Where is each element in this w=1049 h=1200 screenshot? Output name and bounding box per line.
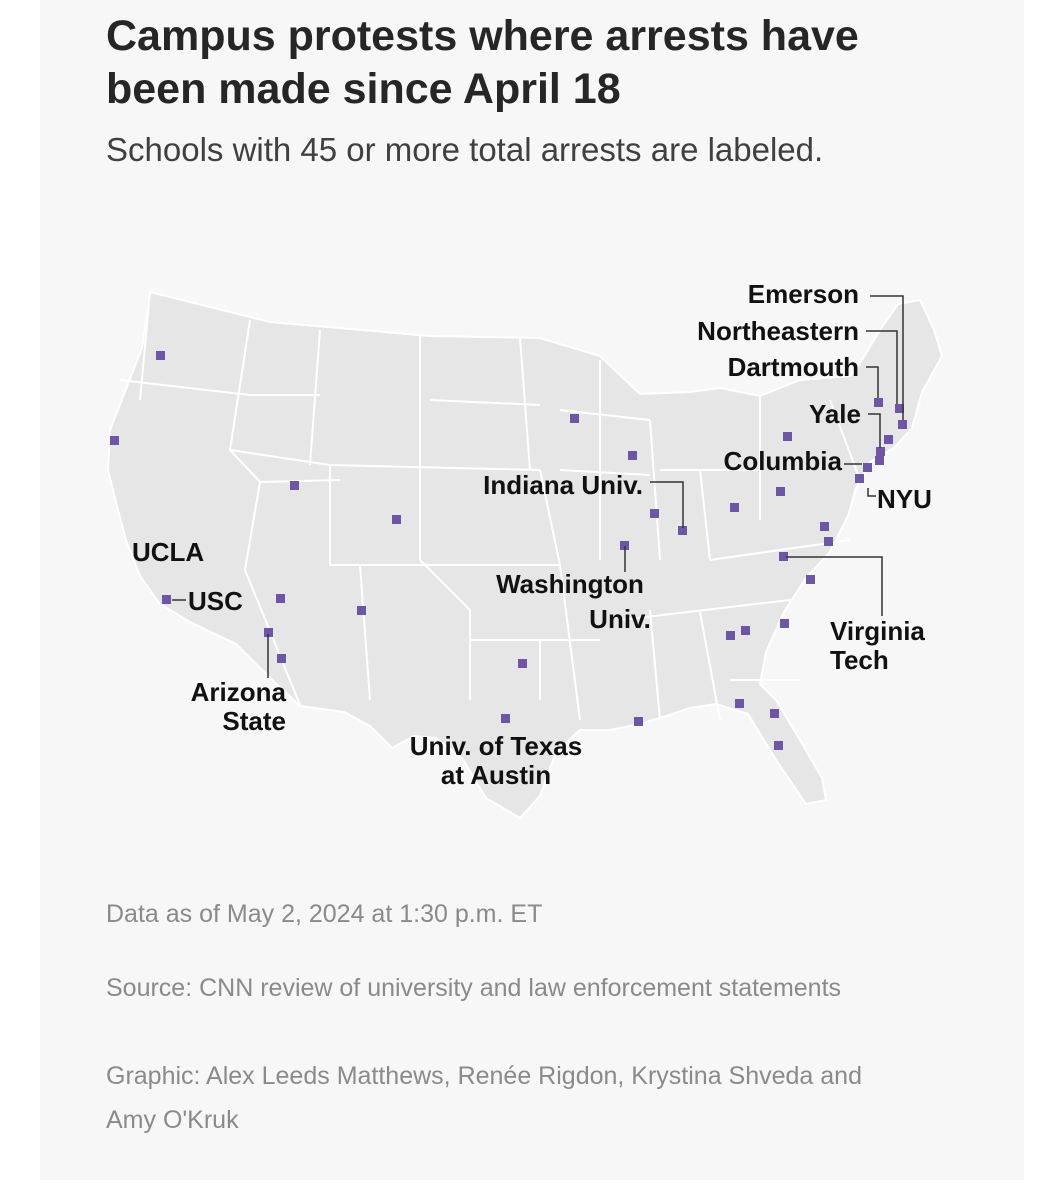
map-marker	[678, 526, 687, 535]
label-texas-1: Univ. of Texas	[410, 731, 582, 761]
map-marker	[277, 654, 286, 663]
label-usc: USC	[188, 586, 243, 616]
arrest-markers	[110, 351, 907, 750]
map-marker	[726, 631, 735, 640]
map-marker	[735, 699, 744, 708]
map-marker	[874, 398, 883, 407]
us-land	[106, 290, 944, 820]
map-marker	[770, 709, 779, 718]
label-arizona-1: Arizona	[191, 677, 287, 707]
label-emerson: Emerson	[748, 279, 859, 309]
chart-title: Campus protests where arrests have been …	[106, 12, 859, 113]
graphic-credits: Graphic: Alex Leeds Matthews, Renée Rigd…	[106, 1062, 862, 1134]
map-marker	[855, 474, 864, 483]
label-texas-2: at Austin	[441, 760, 551, 790]
label-washington-1: Washington	[496, 569, 644, 599]
leader-lines	[172, 295, 904, 678]
map-marker	[730, 503, 739, 512]
label-dartmouth: Dartmouth	[728, 352, 859, 382]
chart-subtitle: Schools with 45 or more total arrests ar…	[106, 131, 824, 168]
map-marker	[357, 606, 366, 615]
label-yale: Yale	[809, 399, 861, 429]
school-labels: Emerson Northeastern Dartmouth Yale Colu…	[132, 279, 932, 790]
map-marker	[820, 522, 829, 531]
label-columbia: Columbia	[724, 446, 843, 476]
state-borders	[119, 291, 861, 721]
label-nyu: NYU	[877, 484, 932, 514]
map-marker	[392, 515, 401, 524]
map-marker	[110, 436, 119, 445]
map-marker	[570, 414, 579, 423]
label-northeastern: Northeastern	[697, 316, 859, 346]
label-virginia-1: Virginia	[830, 616, 925, 646]
map-marker	[824, 537, 833, 546]
map-marker	[156, 351, 165, 360]
label-arizona-2: State	[222, 706, 286, 736]
map-marker	[162, 595, 171, 604]
map-marker	[276, 594, 285, 603]
map-marker	[774, 741, 783, 750]
map-marker	[634, 717, 643, 726]
map-marker	[876, 447, 885, 456]
map-marker	[806, 575, 815, 584]
map-marker	[863, 463, 872, 472]
map-marker	[650, 509, 659, 518]
map-marker	[780, 619, 789, 628]
label-indiana: Indiana Univ.	[483, 470, 643, 500]
map-marker	[875, 456, 884, 465]
map-marker	[264, 628, 273, 637]
map-marker	[518, 659, 527, 668]
data-as-of-note: Data as of May 2, 2024 at 1:30 p.m. ET	[106, 900, 543, 928]
map-marker	[898, 420, 907, 429]
label-ucla: UCLA	[132, 537, 204, 567]
map-marker	[741, 626, 750, 635]
map-marker	[884, 435, 893, 444]
map-marker	[783, 432, 792, 441]
map-marker	[620, 541, 629, 550]
map-marker	[501, 714, 510, 723]
map-marker	[776, 487, 785, 496]
map-marker	[628, 451, 637, 460]
source-note: Source: CNN review of university and law…	[106, 974, 842, 1002]
label-washington-2: Univ.	[589, 604, 651, 634]
map-marker	[895, 404, 904, 413]
label-virginia-2: Tech	[830, 645, 889, 675]
map-marker	[779, 552, 788, 561]
map-marker	[290, 481, 299, 490]
